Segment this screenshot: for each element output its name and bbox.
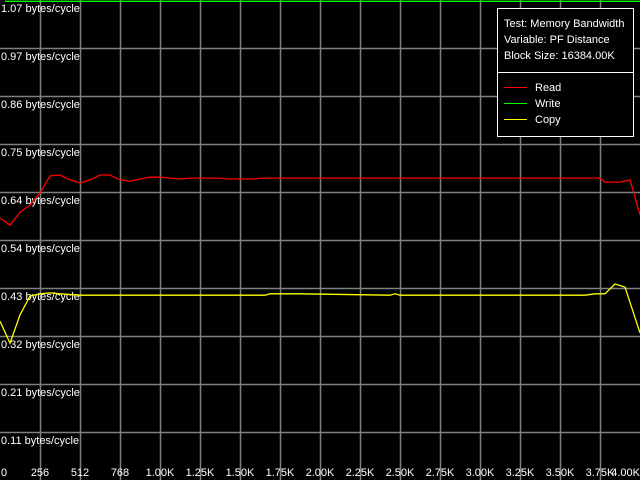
x-tick-label: 3.25K	[506, 467, 535, 479]
legend-info-test: Test: Memory Bandwidth	[504, 18, 624, 30]
y-tick-label: 1.07 bytes/cycle	[1, 3, 80, 15]
x-tick-label: 768	[111, 467, 129, 479]
legend-label-read: Read	[535, 82, 561, 94]
x-tick-label: 512	[71, 467, 89, 479]
series-line-read	[0, 174, 640, 227]
x-tick-label: 1.25K	[186, 467, 215, 479]
x-tick-label: 2.00K	[306, 467, 335, 479]
legend-info-block-size: Block Size: 16384.00K	[504, 50, 615, 62]
y-tick-label: 0.54 bytes/cycle	[1, 243, 80, 255]
x-tick-label: 3.75K	[586, 467, 615, 479]
x-tick-label: 256	[31, 467, 49, 479]
legend: Test: Memory Bandwidth Variable: PF Dist…	[497, 8, 634, 137]
legend-label-copy: Copy	[535, 114, 561, 126]
y-tick-label: 0.32 bytes/cycle	[1, 339, 80, 351]
x-tick-label: 2.25K	[346, 467, 375, 479]
x-axis-labels: 0 256 512 768 1.00K 1.25K 1.50K 1.75K 2.00K 2.25K…	[1, 467, 640, 479]
x-tick-label: 2.50K	[386, 467, 415, 479]
y-tick-label: 0.86 bytes/cycle	[1, 99, 80, 111]
x-tick-label: 1.50K	[226, 467, 255, 479]
y-tick-label: 0.97 bytes/cycle	[1, 51, 80, 63]
y-tick-label: 0.43 bytes/cycle	[1, 291, 80, 303]
y-axis-labels: 1.07 bytes/cycle 0.97 bytes/cycle 0.86 byt…	[1, 3, 80, 447]
series-lines	[0, 0, 640, 345]
series-line-copy	[0, 283, 640, 345]
legend-info-variable: Variable: PF Distance	[504, 34, 610, 46]
y-tick-label: 0.21 bytes/cycle	[1, 387, 80, 399]
x-tick-label: 3.00K	[466, 467, 495, 479]
x-tick-label: 0	[1, 467, 7, 479]
legend-label-write: Write	[535, 98, 560, 110]
x-tick-label: 1.75K	[266, 467, 295, 479]
x-tick-label: 1.00K	[146, 467, 175, 479]
y-tick-label: 0.11 bytes/cycle	[1, 435, 79, 447]
y-tick-label: 0.75 bytes/cycle	[1, 147, 80, 159]
x-tick-label: 3.50K	[546, 467, 575, 479]
x-tick-label: 4.00K	[611, 467, 640, 479]
y-tick-label: 0.64 bytes/cycle	[1, 195, 80, 207]
x-tick-label: 2.75K	[426, 467, 455, 479]
